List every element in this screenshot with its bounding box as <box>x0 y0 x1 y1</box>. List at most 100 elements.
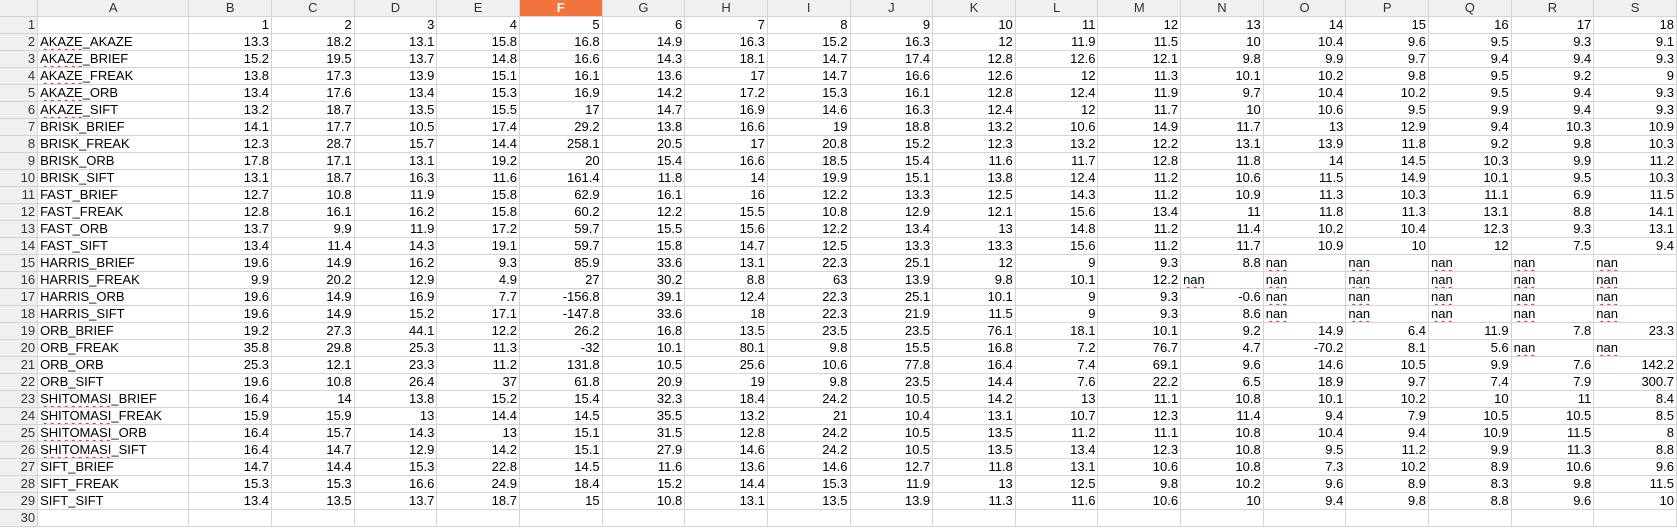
cell-e12[interactable]: 15.8 <box>436 203 520 221</box>
cell-o3[interactable]: 9.9 <box>1263 50 1347 68</box>
cell-f8[interactable]: 258.1 <box>519 135 603 153</box>
cell-p21[interactable]: 10.5 <box>1345 356 1429 374</box>
cell-j28[interactable]: 11.9 <box>850 475 934 493</box>
cell-a7[interactable]: BRISK_BRIEF <box>37 118 190 136</box>
cell-n28[interactable]: 10.2 <box>1180 475 1264 493</box>
cell-q8[interactable]: 9.2 <box>1428 135 1512 153</box>
cell-q25[interactable]: 10.9 <box>1428 424 1512 442</box>
cell-s12[interactable]: 14.1 <box>1593 203 1677 221</box>
cell-j13[interactable]: 13.4 <box>850 220 934 238</box>
cell-r28[interactable]: 9.8 <box>1511 475 1595 493</box>
cell-k7[interactable]: 13.2 <box>932 118 1016 136</box>
cell-n15[interactable]: 8.8 <box>1180 254 1264 272</box>
cell-q4[interactable]: 9.5 <box>1428 67 1512 85</box>
cell-c2[interactable]: 18.2 <box>271 33 355 51</box>
cell-p14[interactable]: 10 <box>1345 237 1429 255</box>
cell-i13[interactable]: 12.2 <box>767 220 851 238</box>
cell-s18[interactable]: nan <box>1593 305 1677 323</box>
cell-j7[interactable]: 18.8 <box>850 118 934 136</box>
cell-d1[interactable]: 3 <box>354 16 438 34</box>
cell-i10[interactable]: 19.9 <box>767 169 851 187</box>
cell-m17[interactable]: 9.3 <box>1097 288 1182 306</box>
cell-l16[interactable]: 10.1 <box>1015 271 1099 289</box>
cell-a29[interactable]: SIFT_SIFT <box>37 492 190 510</box>
cell-m8[interactable]: 12.2 <box>1097 135 1182 153</box>
cell-a13[interactable]: FAST_ORB <box>37 220 190 238</box>
row-header-23[interactable]: 23 <box>0 390 39 408</box>
cell-d11[interactable]: 11.9 <box>354 186 438 204</box>
row-header-26[interactable]: 26 <box>0 441 39 459</box>
cell-i26[interactable]: 24.2 <box>767 441 851 459</box>
cell-b28[interactable]: 15.3 <box>188 475 273 493</box>
cell-i30[interactable] <box>767 509 851 527</box>
cell-f13[interactable]: 59.7 <box>519 220 603 238</box>
cell-i21[interactable]: 10.6 <box>767 356 851 374</box>
cell-o12[interactable]: 11.8 <box>1263 203 1347 221</box>
cell-j14[interactable]: 13.3 <box>850 237 934 255</box>
cell-d21[interactable]: 23.3 <box>354 356 438 374</box>
cell-d9[interactable]: 13.1 <box>354 152 438 170</box>
cell-d5[interactable]: 13.4 <box>354 84 438 102</box>
cell-m27[interactable]: 10.6 <box>1097 458 1182 476</box>
cell-r15[interactable]: nan <box>1511 254 1595 272</box>
cell-c13[interactable]: 9.9 <box>271 220 355 238</box>
cell-a18[interactable]: HARRIS_SIFT <box>37 305 190 323</box>
column-header-k[interactable]: K <box>932 0 1016 17</box>
cell-n6[interactable]: 10 <box>1180 101 1264 119</box>
cell-m7[interactable]: 14.9 <box>1097 118 1182 136</box>
cell-h2[interactable]: 16.3 <box>684 33 768 51</box>
cell-o19[interactable]: 14.9 <box>1263 322 1347 340</box>
cell-i6[interactable]: 14.6 <box>767 101 851 119</box>
cell-e21[interactable]: 11.2 <box>436 356 520 374</box>
cell-a24[interactable]: SHITOMASI_FREAK <box>37 407 190 425</box>
cell-h13[interactable]: 15.6 <box>684 220 768 238</box>
cell-i7[interactable]: 19 <box>767 118 851 136</box>
cell-i27[interactable]: 14.6 <box>767 458 851 476</box>
cell-k17[interactable]: 10.1 <box>932 288 1016 306</box>
cell-e8[interactable]: 14.4 <box>436 135 520 153</box>
cell-c9[interactable]: 17.1 <box>271 152 355 170</box>
cell-l9[interactable]: 11.7 <box>1015 152 1099 170</box>
cell-b17[interactable]: 19.6 <box>188 288 273 306</box>
cell-e5[interactable]: 15.3 <box>436 84 520 102</box>
cell-o7[interactable]: 13 <box>1263 118 1347 136</box>
cell-g28[interactable]: 15.2 <box>602 475 686 493</box>
cell-c12[interactable]: 16.1 <box>271 203 355 221</box>
cell-l1[interactable]: 11 <box>1015 16 1099 34</box>
cell-a23[interactable]: SHITOMASI_BRIEF <box>37 390 190 408</box>
cell-p6[interactable]: 9.5 <box>1345 101 1429 119</box>
row-header-30[interactable]: 30 <box>0 509 39 527</box>
cell-r5[interactable]: 9.4 <box>1511 84 1595 102</box>
cell-k12[interactable]: 12.1 <box>932 203 1016 221</box>
column-header-l[interactable]: L <box>1015 0 1099 17</box>
column-header-m[interactable]: M <box>1097 0 1182 17</box>
cell-a27[interactable]: SIFT_BRIEF <box>37 458 190 476</box>
cell-c26[interactable]: 14.7 <box>271 441 355 459</box>
cell-g6[interactable]: 14.7 <box>602 101 686 119</box>
cell-s28[interactable]: 11.5 <box>1593 475 1677 493</box>
cell-i8[interactable]: 20.8 <box>767 135 851 153</box>
cell-c1[interactable]: 2 <box>271 16 355 34</box>
cell-o30[interactable] <box>1263 509 1347 527</box>
cell-s24[interactable]: 8.5 <box>1593 407 1677 425</box>
cell-k16[interactable]: 9.8 <box>932 271 1016 289</box>
cell-q7[interactable]: 9.4 <box>1428 118 1512 136</box>
cell-b9[interactable]: 17.8 <box>188 152 273 170</box>
cell-b25[interactable]: 16.4 <box>188 424 273 442</box>
cell-d13[interactable]: 11.9 <box>354 220 438 238</box>
cell-n21[interactable]: 9.6 <box>1180 356 1264 374</box>
cell-d22[interactable]: 26.4 <box>354 373 438 391</box>
row-header-17[interactable]: 17 <box>0 288 39 306</box>
cell-q14[interactable]: 12 <box>1428 237 1512 255</box>
cell-d29[interactable]: 13.7 <box>354 492 438 510</box>
cell-b8[interactable]: 12.3 <box>188 135 273 153</box>
cell-a17[interactable]: HARRIS_ORB <box>37 288 190 306</box>
column-header-j[interactable]: J <box>850 0 934 17</box>
cell-a16[interactable]: HARRIS_FREAK <box>37 271 190 289</box>
cell-h9[interactable]: 16.6 <box>684 152 768 170</box>
cell-f27[interactable]: 14.5 <box>519 458 603 476</box>
column-header-a[interactable]: A <box>37 0 190 17</box>
cell-o24[interactable]: 9.4 <box>1263 407 1347 425</box>
cell-d23[interactable]: 13.8 <box>354 390 438 408</box>
cell-b26[interactable]: 16.4 <box>188 441 273 459</box>
